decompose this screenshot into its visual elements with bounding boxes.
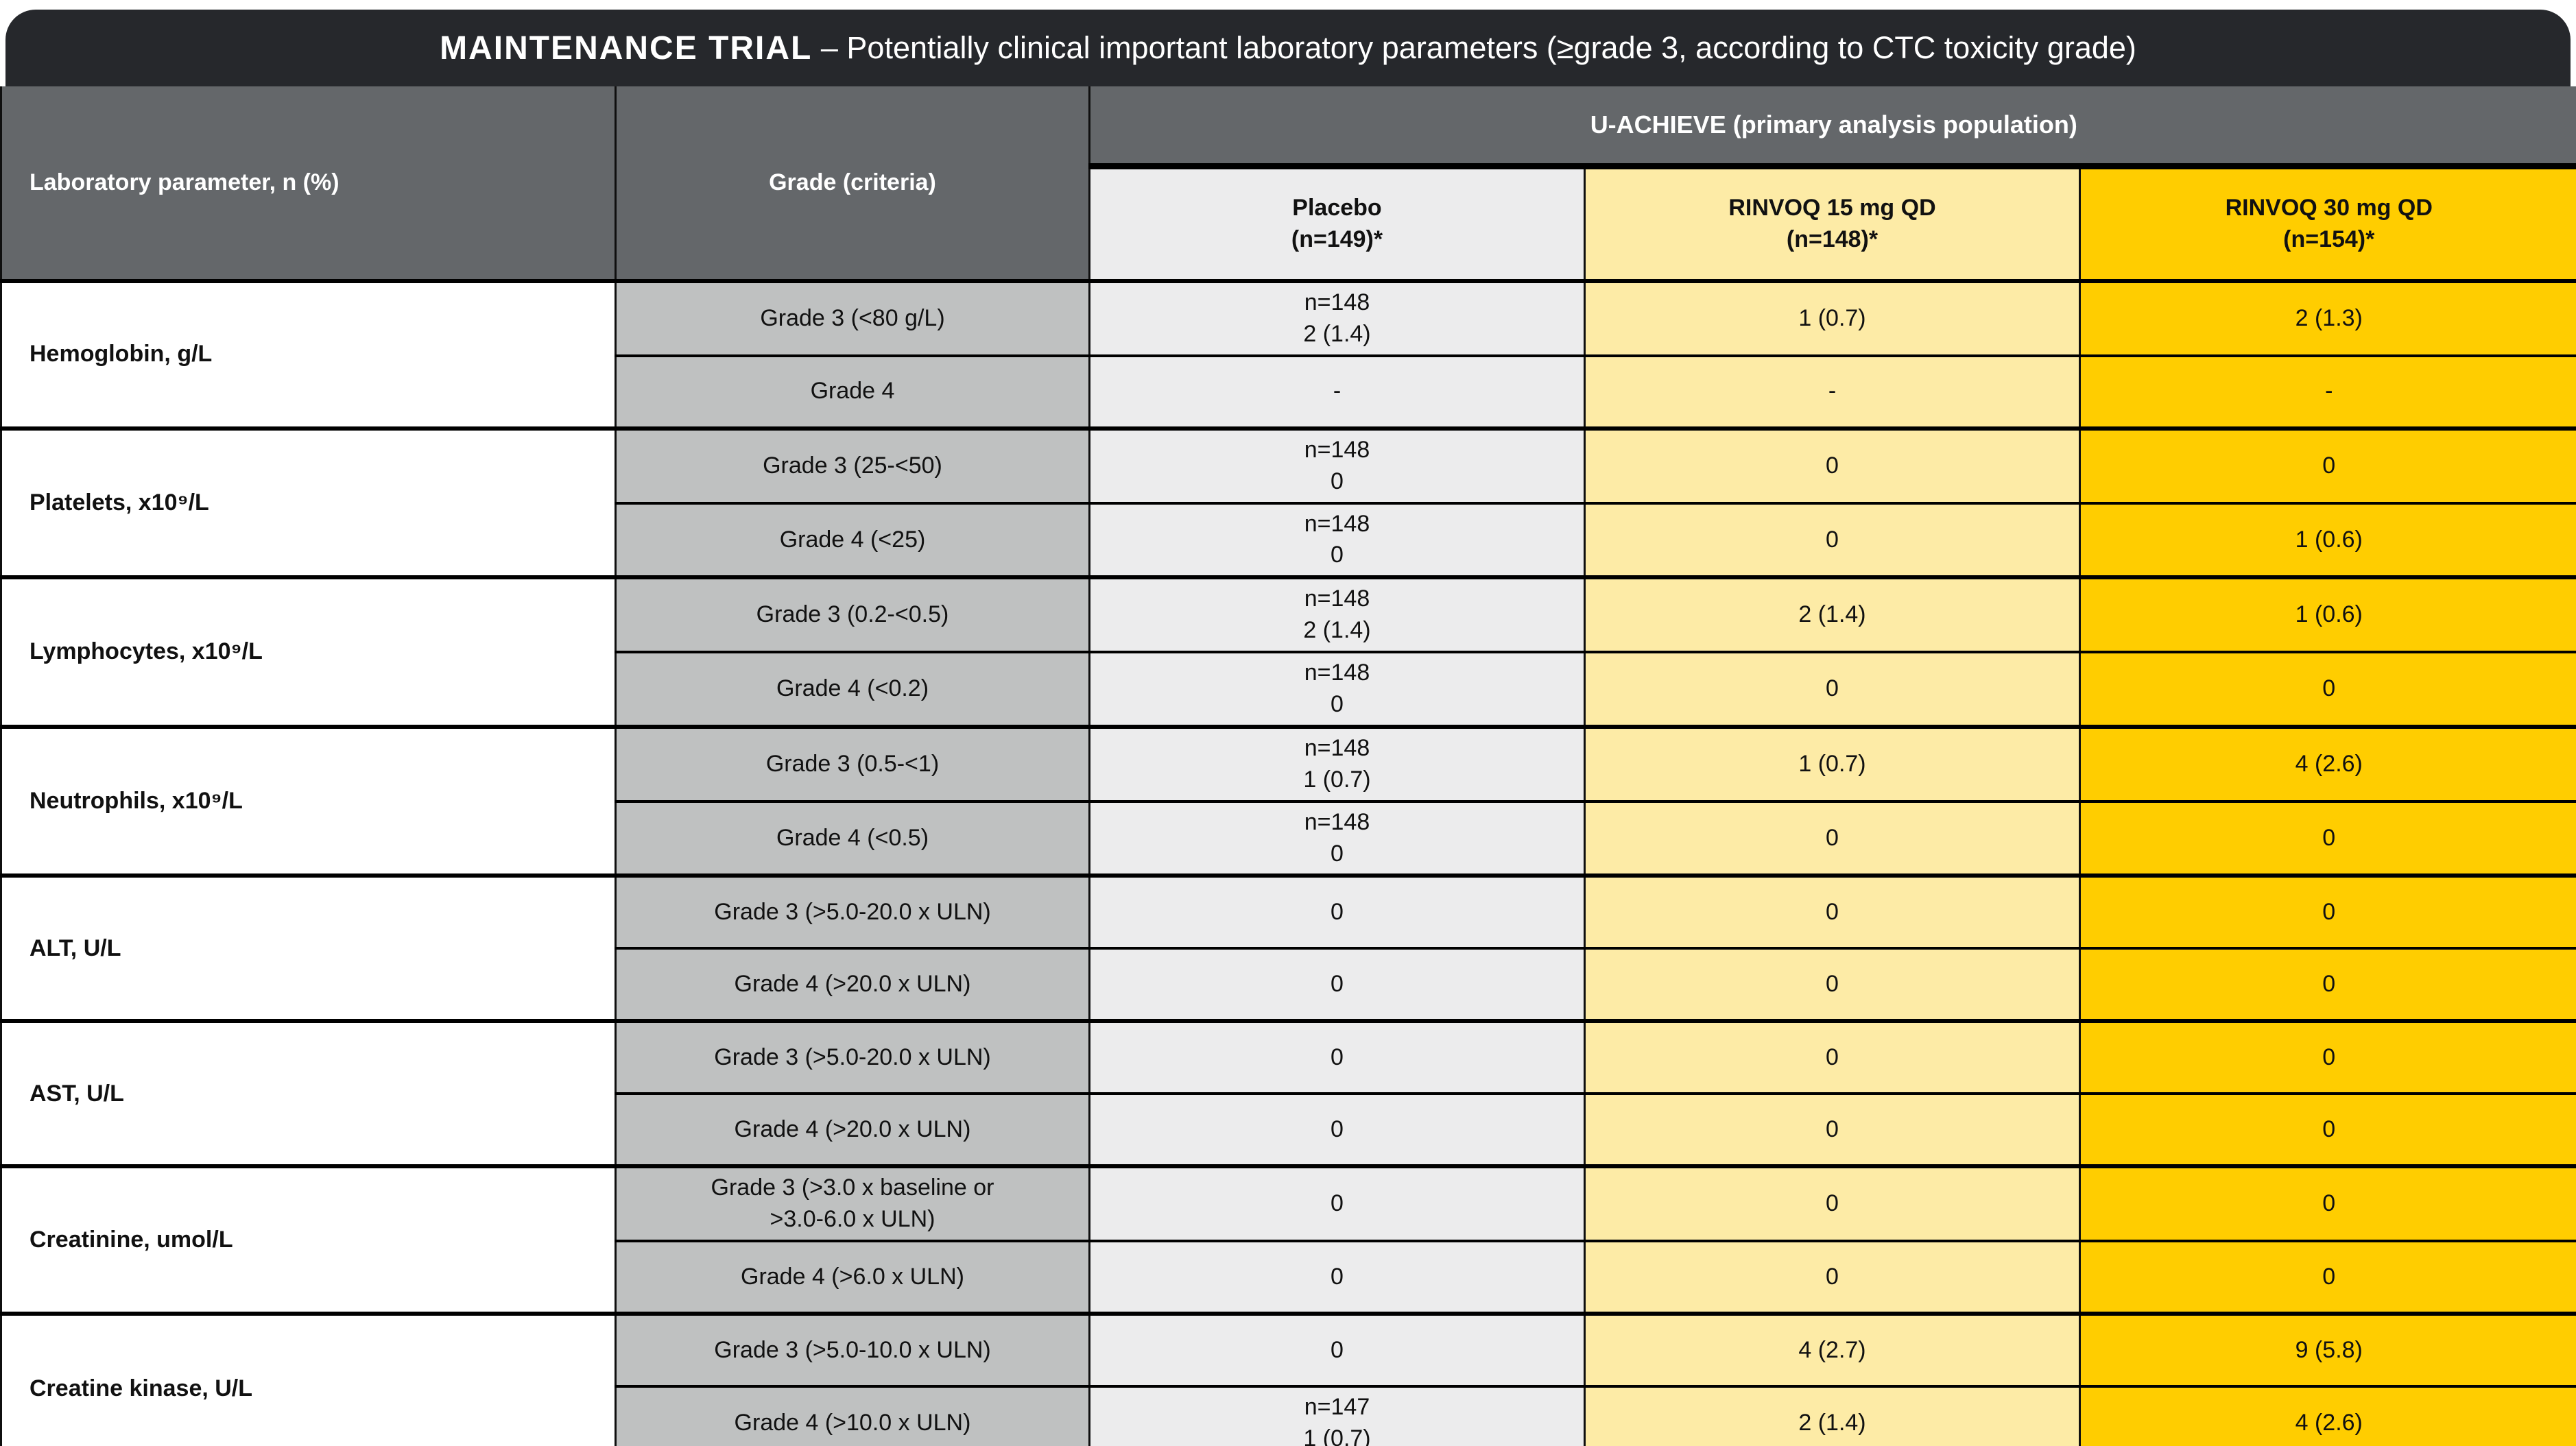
value-rinvoq-15: 2 (1.4) [1584, 1385, 2081, 1446]
value-placebo: n=148 2 (1.4) [1088, 575, 1586, 653]
value-placebo: 0 [1088, 1164, 1586, 1242]
value-placebo: n=148 2 (1.4) [1088, 279, 1586, 356]
value-rinvoq-30: 1 (0.6) [2079, 575, 2576, 653]
grade-cell: Grade 4 (>20.0 x ULN) [615, 947, 1090, 1022]
header-laboratory-parameter: Laboratory parameter, n (%) [0, 86, 617, 283]
value-rinvoq-15: 0 [1584, 1019, 2081, 1094]
grade-cell: Grade 3 (>3.0 x baseline or >3.0-6.0 x U… [615, 1164, 1090, 1242]
grade-cell: Grade 4 (<25) [615, 501, 1090, 578]
value-rinvoq-15: 0 [1584, 651, 2081, 727]
value-rinvoq-30: 1 (0.6) [2079, 501, 2576, 578]
value-rinvoq-15: 0 [1584, 426, 2081, 503]
value-placebo: 0 [1088, 1240, 1586, 1314]
grade-cell: Grade 3 (25-<50) [615, 426, 1090, 503]
value-rinvoq-15: 0 [1584, 1240, 2081, 1314]
value-rinvoq-30: 2 (1.3) [2079, 279, 2576, 356]
grade-cell: Grade 3 (<80 g/L) [615, 279, 1090, 356]
value-placebo: 0 [1088, 1019, 1586, 1094]
grade-cell: Grade 4 [615, 354, 1090, 429]
parameter-hemoglobin: Hemoglobin, g/L [0, 279, 617, 429]
grade-cell: Grade 4 (>10.0 x ULN) [615, 1385, 1090, 1446]
value-placebo: 0 [1088, 947, 1586, 1022]
parameter-neutrophils: Neutrophils, x10⁹/L [0, 724, 617, 876]
value-rinvoq-15: 0 [1584, 873, 2081, 949]
grade-cell: Grade 3 (0.2-<0.5) [615, 575, 1090, 653]
value-placebo: n=148 0 [1088, 651, 1586, 727]
value-placebo: 0 [1088, 1312, 1586, 1387]
header-placebo: Placebo (n=149)* [1088, 166, 1586, 283]
parameter-lymphocytes: Lymphocytes, x10⁹/L [0, 575, 617, 727]
value-rinvoq-30: 4 (2.6) [2079, 724, 2576, 802]
value-rinvoq-30: 0 [2079, 947, 2576, 1022]
value-rinvoq-15: 0 [1584, 799, 2081, 876]
value-rinvoq-30: 0 [2079, 651, 2576, 727]
grade-cell: Grade 3 (0.5-<1) [615, 724, 1090, 802]
value-rinvoq-15: - [1584, 354, 2081, 429]
grade-cell: Grade 4 (<0.2) [615, 651, 1090, 727]
value-rinvoq-30: 9 (5.8) [2079, 1312, 2576, 1387]
value-rinvoq-30: - [2079, 354, 2576, 429]
header-study-group: U-ACHIEVE (primary analysis population) [1088, 86, 2576, 169]
value-rinvoq-15: 1 (0.7) [1584, 279, 2081, 356]
header-rinvoq-15: RINVOQ 15 mg QD (n=148)* [1584, 166, 2081, 283]
grade-cell: Grade 3 (>5.0-20.0 x ULN) [615, 873, 1090, 949]
grade-cell: Grade 4 (>6.0 x ULN) [615, 1240, 1090, 1314]
grade-cell: Grade 4 (<0.5) [615, 799, 1090, 876]
value-placebo: 0 [1088, 1092, 1586, 1167]
value-rinvoq-15: 0 [1584, 1092, 2081, 1167]
value-placebo: - [1088, 354, 1586, 429]
grade-cell: Grade 4 (>20.0 x ULN) [615, 1092, 1090, 1167]
value-rinvoq-30: 0 [2079, 1019, 2576, 1094]
value-placebo: n=148 0 [1088, 501, 1586, 578]
value-rinvoq-30: 4 (2.6) [2079, 1385, 2576, 1446]
value-placebo: n=148 1 (0.7) [1088, 724, 1586, 802]
value-rinvoq-15: 2 (1.4) [1584, 575, 2081, 653]
value-rinvoq-30: 0 [2079, 1092, 2576, 1167]
value-rinvoq-15: 0 [1584, 947, 2081, 1022]
value-rinvoq-15: 0 [1584, 1164, 2081, 1242]
grade-cell: Grade 3 (>5.0-10.0 x ULN) [615, 1312, 1090, 1387]
value-rinvoq-30: 0 [2079, 1240, 2576, 1314]
parameter-creatinine: Creatinine, umol/L [0, 1164, 617, 1314]
parameter-creatine-kinase: Creatine kinase, U/L [0, 1312, 617, 1446]
value-placebo: n=148 0 [1088, 799, 1586, 876]
value-placebo: n=148 0 [1088, 426, 1586, 503]
parameter-platelets: Platelets, x10⁹/L [0, 426, 617, 578]
value-rinvoq-30: 0 [2079, 799, 2576, 876]
title-subtitle: – Potentially clinical important laborat… [812, 30, 2136, 65]
lab-parameters-table-wrap: Laboratory parameter, n (%) Grade (crite… [0, 86, 2576, 1446]
value-rinvoq-15: 0 [1584, 501, 2081, 578]
title-bar: MAINTENANCE TRIAL – Potentially clinical… [5, 10, 2571, 86]
parameter-alt: ALT, U/L [0, 873, 617, 1022]
value-rinvoq-30: 0 [2079, 1164, 2576, 1242]
value-placebo: n=147 1 (0.7) [1088, 1385, 1586, 1446]
value-rinvoq-30: 0 [2079, 426, 2576, 503]
value-placebo: 0 [1088, 873, 1586, 949]
value-rinvoq-30: 0 [2079, 873, 2576, 949]
parameter-ast: AST, U/L [0, 1019, 617, 1167]
grade-cell: Grade 3 (>5.0-20.0 x ULN) [615, 1019, 1090, 1094]
header-grade-criteria: Grade (criteria) [615, 86, 1090, 283]
value-rinvoq-15: 4 (2.7) [1584, 1312, 2081, 1387]
value-rinvoq-15: 1 (0.7) [1584, 724, 2081, 802]
lab-parameters-table: Laboratory parameter, n (%) Grade (crite… [0, 86, 2576, 1446]
title-bold: MAINTENANCE TRIAL [440, 29, 813, 67]
header-rinvoq-30: RINVOQ 30 mg QD (n=154)* [2079, 166, 2576, 283]
